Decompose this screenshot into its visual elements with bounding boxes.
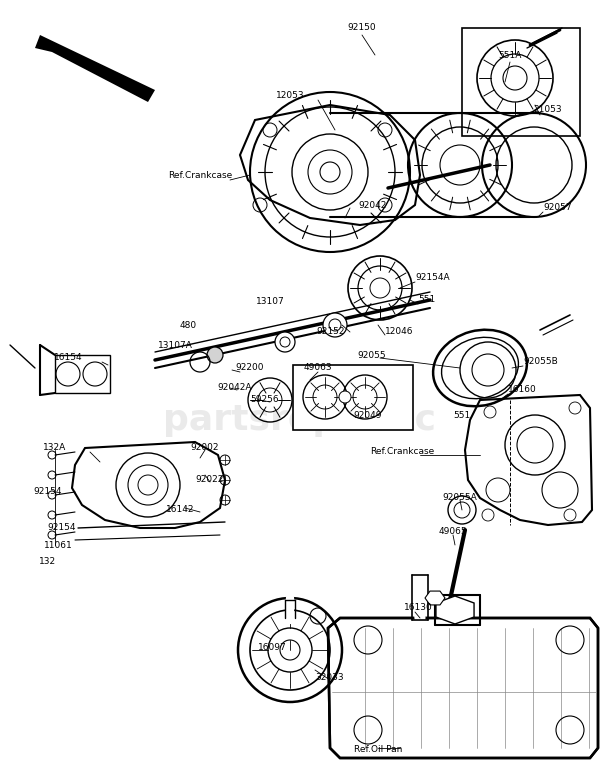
Circle shape [448,496,476,524]
Text: 92055B: 92055B [523,357,558,367]
Text: 13107A: 13107A [158,340,193,350]
Text: 92042A: 92042A [217,384,251,392]
Text: 92055: 92055 [358,352,386,360]
Text: 92057: 92057 [543,204,572,212]
Text: 92154: 92154 [48,523,76,532]
Text: Ref.Crankcase: Ref.Crankcase [370,447,434,456]
Circle shape [320,162,340,182]
Text: 16160: 16160 [508,385,537,394]
Circle shape [275,332,295,352]
Text: 16130: 16130 [404,604,433,612]
Ellipse shape [442,337,518,398]
Text: 92022: 92022 [196,476,224,484]
Bar [462,28,580,136]
Text: 132A: 132A [43,443,67,453]
Text: 92049: 92049 [354,411,382,419]
Text: 59256: 59256 [251,395,280,405]
Text: 92154A: 92154A [415,274,449,283]
Circle shape [323,313,347,337]
Text: 92150: 92150 [347,23,376,33]
Text: 480: 480 [179,321,197,329]
Text: 551: 551 [418,295,435,305]
Bar [293,365,413,430]
Text: 132: 132 [40,557,56,567]
Polygon shape [436,596,474,624]
Text: 11061: 11061 [44,540,73,549]
Text: 13107: 13107 [256,298,284,306]
Polygon shape [35,35,155,102]
Text: partsrepublic: partsrepublic [163,403,437,437]
Text: 92042: 92042 [358,201,386,209]
Text: 92152: 92152 [317,328,345,336]
Polygon shape [425,591,445,605]
Text: 21053: 21053 [533,105,562,115]
Text: 551A: 551A [499,50,521,60]
Ellipse shape [433,329,527,406]
Text: 92154: 92154 [34,487,62,497]
Bar [55,355,110,393]
Text: 12046: 12046 [385,328,413,336]
Text: 92055A: 92055A [443,494,478,502]
Text: 16097: 16097 [257,643,286,653]
Polygon shape [328,618,598,758]
Text: 16142: 16142 [166,505,194,515]
Circle shape [339,391,351,403]
Text: 49065: 49065 [439,528,467,536]
Text: 12053: 12053 [277,91,305,99]
Text: 16154: 16154 [53,353,82,363]
Text: Ref.Crankcase: Ref.Crankcase [168,170,232,180]
Text: 49063: 49063 [304,363,332,373]
Text: 92200: 92200 [235,363,263,373]
Text: 551: 551 [454,411,470,419]
Text: Ref.Oil Pan: Ref.Oil Pan [354,746,402,755]
Circle shape [207,347,223,363]
Text: 32033: 32033 [316,673,344,683]
Text: 92002: 92002 [191,443,219,453]
